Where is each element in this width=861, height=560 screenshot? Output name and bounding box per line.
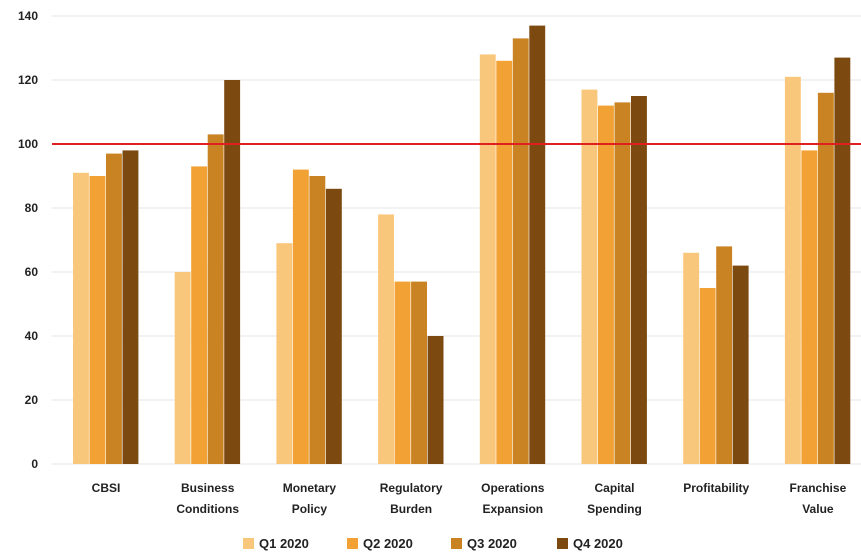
category-label-6: Profitability: [683, 481, 749, 495]
bar-7-series-3: [834, 57, 851, 464]
legend-label-0: Q1 2020: [259, 536, 309, 551]
bar-5-series-3: [631, 96, 647, 464]
bar-5-series-0: [581, 89, 598, 464]
legend: Q1 2020 Q2 2020 Q3 2020 Q4 2020: [243, 536, 623, 551]
bar-3-series-0: [378, 214, 394, 464]
bar-7-series-1: [801, 150, 818, 464]
bar-7-series-2: [817, 92, 834, 465]
y-tick-label-140: 140: [18, 9, 38, 23]
bar-3-series-2: [411, 281, 427, 464]
legend-label-2: Q3 2020: [467, 536, 517, 551]
legend-label-3: Q4 2020: [573, 536, 623, 551]
category-label-5: Capital Spending: [587, 481, 642, 516]
bars-layer: [73, 25, 851, 465]
bar-4-series-2: [512, 38, 529, 465]
y-tick-label-60: 60: [25, 265, 39, 279]
bar-2-series-0: [276, 243, 293, 464]
bar-6-series-3: [732, 265, 749, 464]
bar-5-series-2: [614, 102, 631, 465]
category-label-1: Business Conditions: [176, 481, 239, 516]
bar-2-series-3: [325, 188, 342, 465]
bar-7-series-0: [784, 76, 801, 465]
bar-1-series-2: [207, 134, 224, 464]
legend-label-1: Q2 2020: [363, 536, 413, 551]
y-tick-label-120: 120: [18, 73, 38, 87]
bar-0-series-3: [122, 150, 139, 464]
legend-swatch-3: [557, 538, 568, 549]
y-axis-ticks: 0 20 40 60 80 100 120 140: [18, 9, 38, 471]
bar-0-series-0: [73, 172, 89, 465]
bar-0-series-1: [89, 176, 106, 464]
x-axis-categories: CBSI Business Conditions Monetary Policy Regu…: [92, 481, 847, 516]
bar-2-series-1: [292, 169, 309, 464]
legend-swatch-1: [347, 538, 358, 549]
legend-swatch-0: [243, 538, 254, 549]
bar-0-series-2: [106, 153, 122, 464]
bar-1-series-1: [191, 166, 208, 464]
bar-3-series-1: [394, 281, 411, 464]
category-label-4: Operations Expansion: [481, 481, 545, 516]
legend-swatch-2: [451, 538, 462, 549]
category-label-0: CBSI: [92, 481, 121, 495]
bar-2-series-2: [309, 176, 326, 464]
bar-6-series-1: [699, 288, 716, 464]
category-label-7: Franchise Value: [790, 481, 847, 516]
bar-6-series-0: [683, 252, 700, 464]
bar-4-series-3: [529, 25, 546, 464]
y-tick-label-0: 0: [31, 457, 38, 471]
y-tick-label-20: 20: [25, 393, 39, 407]
bar-4-series-0: [479, 54, 496, 465]
bar-1-series-3: [224, 80, 241, 464]
y-tick-label-40: 40: [25, 329, 39, 343]
category-label-2: Monetary Policy: [283, 481, 337, 516]
bar-5-series-1: [598, 105, 614, 464]
category-label-3: Regulatory Burden: [380, 481, 443, 516]
bar-6-series-2: [716, 246, 733, 464]
y-tick-label-100: 100: [18, 137, 38, 151]
bar-3-series-3: [427, 336, 444, 464]
bar-1-series-0: [174, 272, 191, 464]
y-tick-label-80: 80: [25, 201, 39, 215]
bar-4-series-1: [496, 60, 513, 465]
